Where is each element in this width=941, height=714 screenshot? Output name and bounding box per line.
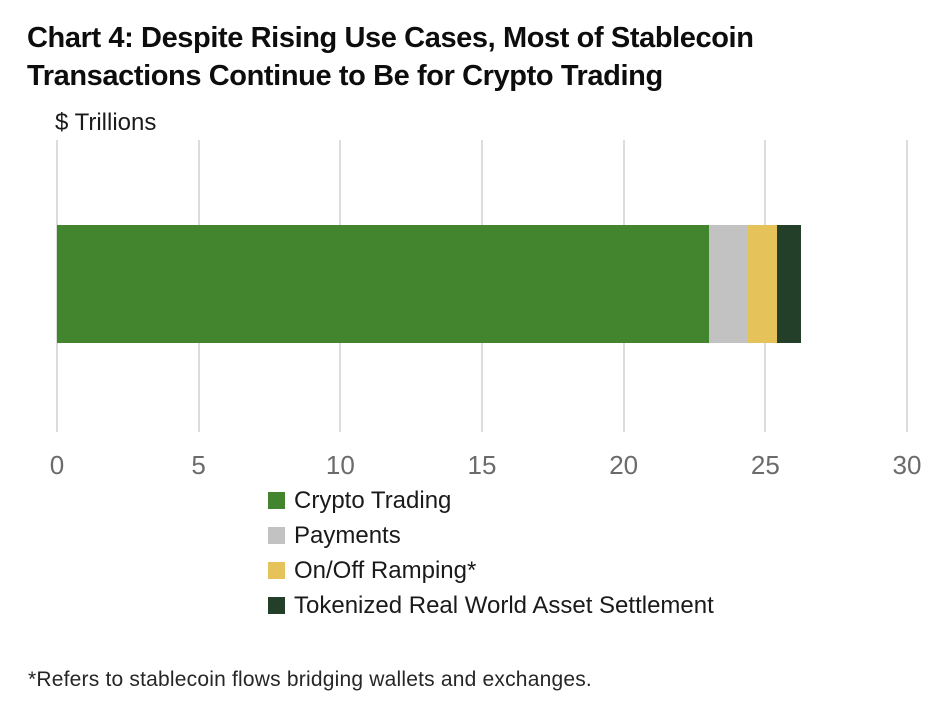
stacked-bar	[57, 225, 801, 343]
legend-swatch-icon	[268, 492, 285, 509]
legend: Crypto Trading Payments On/Off Ramping* Tok…	[268, 483, 714, 623]
legend-swatch-icon	[268, 597, 285, 614]
x-tick-label-30: 30	[892, 450, 922, 480]
x-tick-label-10: 10	[325, 450, 355, 480]
chart-title-line1: Chart 4: Despite Rising Use Cases, Most …	[27, 22, 754, 54]
x-tick-label-0: 0	[49, 450, 65, 480]
bar-segment-payments	[708, 225, 749, 343]
bar-segment-tokenized-real-world-asset-settlement	[776, 225, 801, 343]
gridline-30	[906, 140, 908, 432]
legend-item: Payments	[268, 518, 714, 553]
legend-item: Tokenized Real World Asset Settlement	[268, 588, 714, 623]
x-tick-label-15: 15	[467, 450, 497, 480]
chart-title: Chart 4: Despite Rising Use Cases, Most …	[27, 19, 754, 95]
legend-item: On/Off Ramping*	[268, 553, 714, 588]
x-tick-label-25: 25	[750, 450, 780, 480]
legend-swatch-icon	[268, 562, 285, 579]
legend-label: Tokenized Real World Asset Settlement	[294, 591, 714, 619]
footnote: *Refers to stablecoin flows bridging wal…	[28, 668, 592, 691]
chart-title-line2: Transactions Continue to Be for Crypto T…	[27, 60, 663, 92]
bar-segment-on-off-ramping	[748, 225, 777, 343]
legend-label: Crypto Trading	[294, 486, 452, 514]
axis-unit-label: $ Trillions	[55, 109, 157, 136]
x-tick-label-5: 5	[191, 450, 206, 480]
plot-area: 0 5 10 15 20 25 30	[50, 140, 921, 480]
bar-segment-crypto-trading	[57, 225, 709, 343]
legend-swatch-icon	[268, 527, 285, 544]
legend-item: Crypto Trading	[268, 483, 714, 518]
legend-label: Payments	[294, 521, 401, 549]
x-tick-label-20: 20	[609, 450, 639, 480]
legend-label: On/Off Ramping*	[294, 556, 477, 584]
